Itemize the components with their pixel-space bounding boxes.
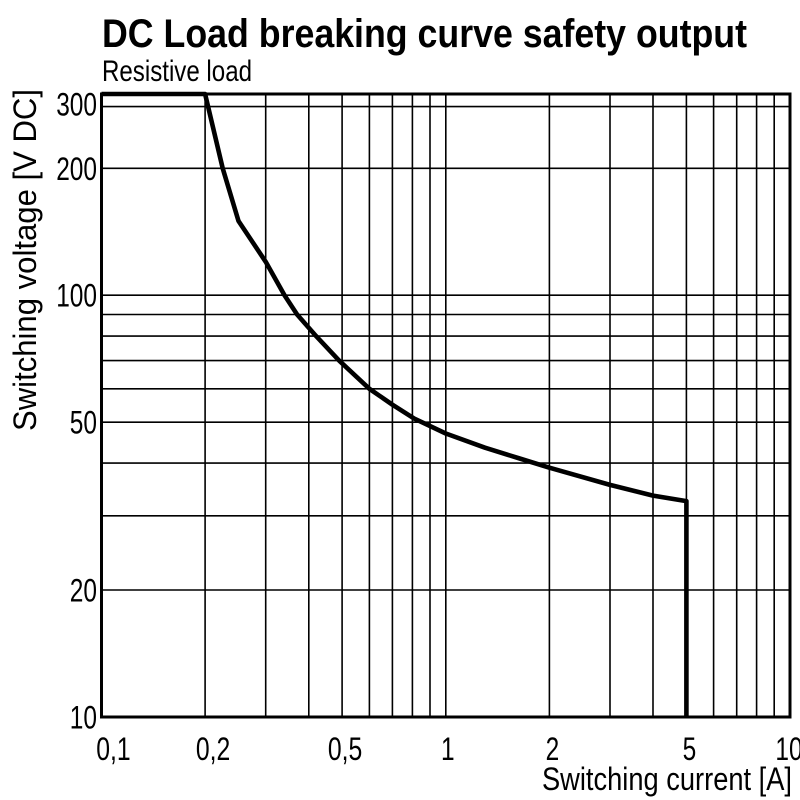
x-tick-label: 1 <box>441 731 455 767</box>
x-axis-title: Switching current [A] <box>542 761 792 797</box>
y-tick-label: 20 <box>70 573 97 609</box>
x-tick-label: 0,1 <box>96 731 130 767</box>
x-tick-label: 2 <box>546 731 560 767</box>
x-axis-tick-labels: 0,1 0,2 0,5 1 2 5 10 <box>96 731 800 767</box>
y-tick-label: 300 <box>56 87 97 123</box>
x-tick-label: 10 <box>775 731 800 767</box>
y-tick-label: 10 <box>70 700 97 736</box>
chart-subtitle: Resistive load <box>102 55 252 88</box>
y-axis-tick-labels: 300 200 100 50 20 10 <box>56 87 97 736</box>
y-tick-label: 200 <box>56 151 97 187</box>
y-tick-label: 50 <box>70 405 97 441</box>
plot-frame <box>100 92 792 719</box>
y-axis-title: Switching voltage [V DC] <box>7 89 43 431</box>
chart-title: DC Load breaking curve safety output <box>102 12 747 56</box>
x-tick-label: 5 <box>683 731 697 767</box>
x-tick-label: 0,2 <box>196 731 230 767</box>
x-tick-label: 0,5 <box>328 731 362 767</box>
y-tick-label: 100 <box>56 278 97 314</box>
curve-resistive-load <box>101 91 689 717</box>
